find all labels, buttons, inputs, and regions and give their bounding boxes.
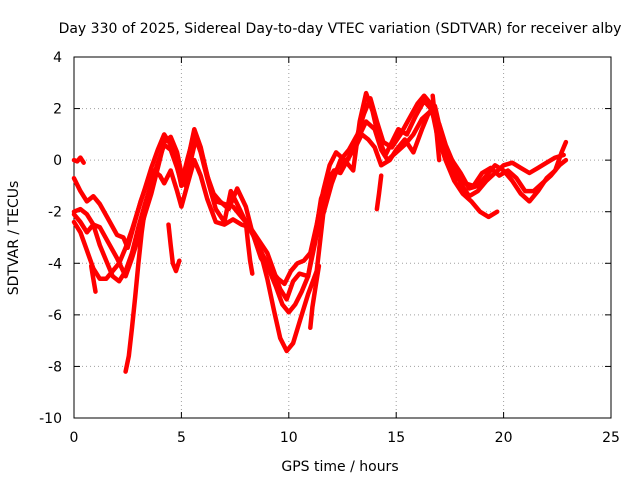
x-tick-label: 15 (387, 430, 405, 446)
y-tick-label: -6 (48, 308, 62, 324)
plot-frame (73, 56, 612, 419)
x-tick-label: 5 (177, 430, 186, 446)
x-tick-label: 20 (495, 430, 513, 446)
series-short-h (430, 93, 442, 163)
series-short-g (374, 173, 384, 212)
series-track-d (71, 108, 566, 315)
series-track-c (71, 90, 569, 287)
y-tick-label: -8 (48, 359, 62, 375)
series-short-e (243, 219, 255, 276)
series-short-b (88, 263, 98, 294)
series-short-f (308, 263, 322, 331)
x-tick-label: 0 (70, 430, 79, 446)
y-tick-label: -4 (48, 256, 62, 272)
y-tick-label: 2 (53, 102, 62, 118)
series-short-d (166, 222, 182, 274)
y-axis-label: SDTVAR / TECUs (6, 181, 22, 296)
grid-lines (74, 57, 611, 418)
x-tick-label: 10 (280, 430, 298, 446)
x-axis-label: GPS time / hours (281, 459, 398, 475)
y-tick-label: -10 (39, 411, 62, 427)
y-tick-label: 4 (53, 50, 62, 66)
plot-area (71, 90, 569, 374)
axis-ticks: 0 5 10 15 20 25 -10 -8 -6 -4 -2 0 2 4 (39, 50, 620, 446)
y-tick-label: 0 (53, 153, 62, 169)
series-short-a (71, 155, 86, 165)
y-tick-label: -2 (48, 205, 62, 221)
series-short-c (123, 206, 148, 374)
chart-title: Day 330 of 2025, Sidereal Day-to-day VTE… (59, 21, 622, 37)
x-tick-label: 25 (602, 430, 620, 446)
